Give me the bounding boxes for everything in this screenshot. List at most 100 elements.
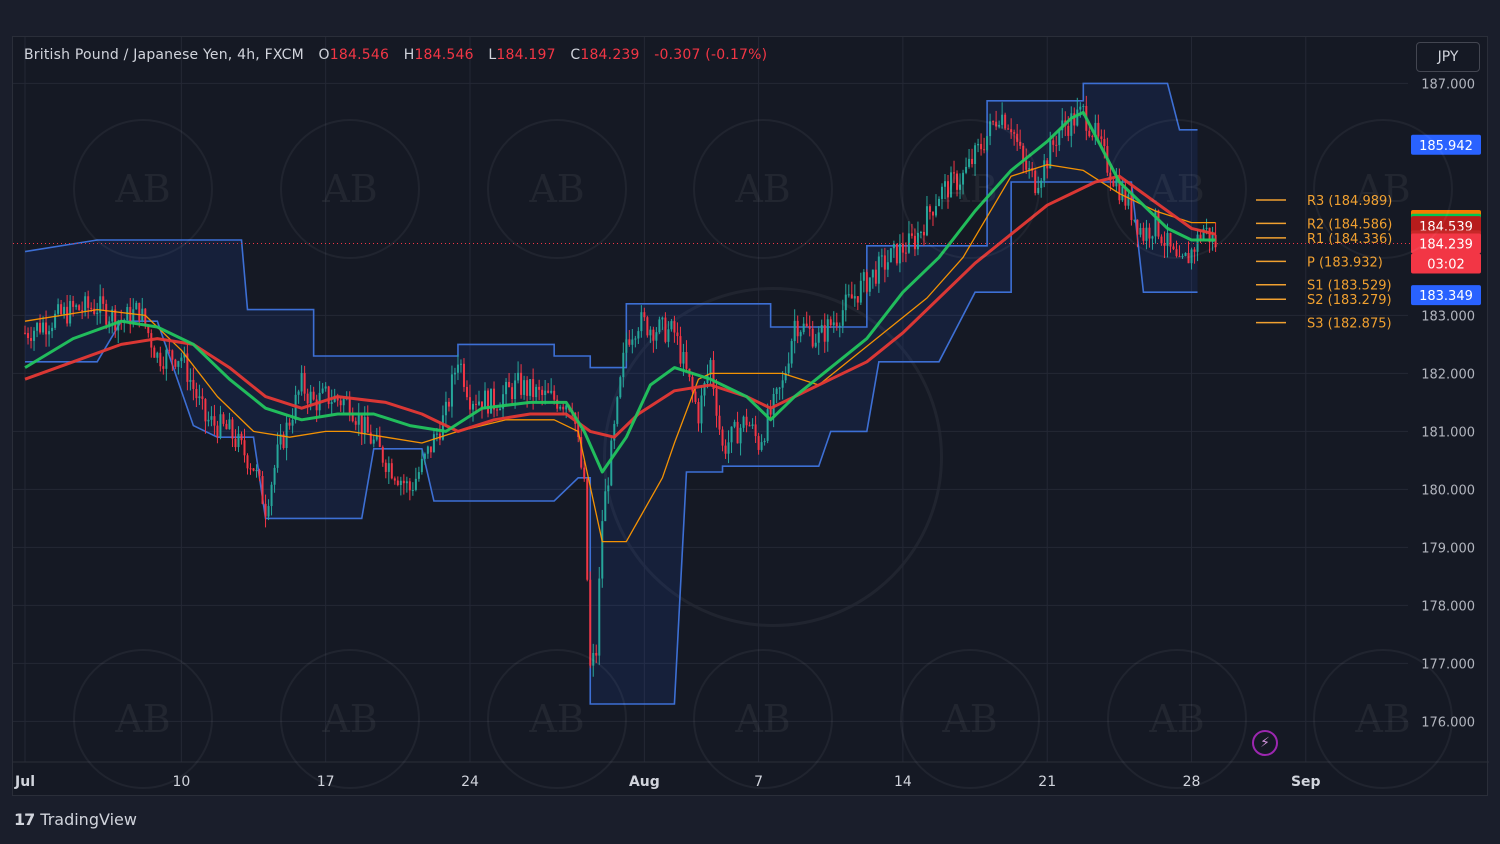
candle-body (450, 374, 453, 407)
lightning-icon[interactable]: ⚡ (1252, 730, 1278, 756)
price-label-bg (1411, 285, 1481, 306)
candle-body (478, 401, 481, 405)
candle-body (793, 320, 796, 342)
candle-body (745, 416, 748, 426)
pivot-label: S3 (182.875) (1307, 317, 1392, 332)
tradingview-name: TradingView (40, 810, 137, 829)
y-tick-label: 180.000 (1421, 483, 1475, 498)
candle-body (769, 409, 772, 415)
candle-body (81, 310, 84, 312)
candle-body (586, 478, 589, 580)
candle-body (225, 423, 228, 430)
candle-body (282, 434, 285, 449)
candle-body (111, 309, 114, 322)
candle-body (772, 393, 775, 415)
chart-frame[interactable]: 187.000 183.000 182.000 181.000 180.000 179.0… (12, 36, 1489, 796)
watermark-logo: AB (693, 649, 833, 789)
candle-body (877, 256, 880, 284)
y-tick-label: 182.000 (1421, 367, 1475, 382)
candle-body (147, 325, 150, 334)
currency-button[interactable]: JPY (1416, 42, 1480, 72)
candle-body (829, 319, 832, 326)
candle-body (907, 233, 910, 253)
candle-body (685, 352, 688, 369)
watermark-text: AB (735, 167, 791, 211)
candle-body (787, 363, 790, 373)
candle-body (598, 578, 601, 656)
candle-body (270, 484, 273, 507)
candle-body (288, 422, 291, 426)
candle-body (883, 255, 886, 270)
candle-body (351, 415, 354, 422)
candle-body (84, 296, 87, 311)
candle-body (577, 423, 580, 438)
candle-body (802, 323, 805, 333)
candle-body (718, 415, 721, 430)
candle-body (63, 306, 66, 315)
candle-body (835, 322, 838, 327)
symbol-title[interactable]: British Pound / Japanese Yen, 4h, FXCM (24, 47, 304, 63)
candle-body (817, 332, 820, 343)
candle-body (87, 296, 90, 308)
candle-body (850, 294, 853, 299)
candle-body (646, 317, 649, 336)
candle-body (796, 320, 799, 337)
candle-body (39, 322, 42, 333)
candle-body (661, 317, 664, 320)
watermark-text: AB (1149, 167, 1205, 211)
candle-body (369, 432, 372, 444)
candle-body (682, 352, 685, 364)
candle-body (649, 329, 652, 336)
candle-body (243, 440, 246, 456)
watermark-logo: AB (487, 649, 627, 789)
candle-body (165, 349, 168, 369)
candle-body (195, 388, 198, 399)
candle-body (237, 433, 240, 448)
candle-body (186, 353, 189, 382)
y-tick-label: 181.000 (1421, 425, 1475, 440)
candle-body (658, 319, 661, 333)
candle-body (1004, 114, 1007, 129)
candle-body (655, 332, 658, 341)
candle-body (520, 372, 523, 395)
candle-body (198, 396, 201, 399)
candle-body (541, 389, 544, 395)
candle-body (252, 468, 255, 471)
candle-body (246, 455, 249, 469)
watermark-text: AB (322, 167, 378, 211)
countdown-bg (1411, 253, 1481, 274)
candle-body (201, 396, 204, 400)
candle-body (1049, 140, 1052, 169)
candle-body (853, 296, 856, 299)
ema-slow-line (24, 174, 1216, 439)
candle-body (381, 446, 384, 463)
candle-body (375, 435, 378, 440)
candle-body (180, 357, 183, 362)
candle-body (348, 397, 351, 416)
candle-body (667, 329, 670, 342)
candle-body (108, 321, 111, 325)
candle-body (739, 427, 742, 444)
candle-body (171, 350, 174, 360)
candle-body (856, 296, 859, 303)
candle-body (1073, 113, 1076, 126)
tradingview-mark-icon: 17 (14, 810, 35, 829)
candle-body (694, 391, 697, 403)
candle-body (258, 470, 261, 477)
candle-body (514, 380, 517, 400)
candle-body (838, 325, 841, 327)
candle-body (417, 472, 420, 479)
open-value: 184.546 (329, 47, 390, 63)
candle-body (889, 248, 892, 263)
low-label: L (488, 47, 497, 63)
candle-body (550, 390, 553, 393)
change-value: -0.307 (-0.17%) (654, 47, 768, 63)
close-value: 184.239 (580, 47, 640, 63)
watermark-logo: AB (73, 649, 213, 789)
watermark-logo: AB (280, 119, 420, 259)
candle-body (285, 422, 288, 449)
candle-body (411, 489, 414, 491)
candle-body (342, 399, 345, 406)
tradingview-logo[interactable]: 17 TradingView (14, 810, 137, 829)
watermark-text: AB (1355, 167, 1411, 211)
